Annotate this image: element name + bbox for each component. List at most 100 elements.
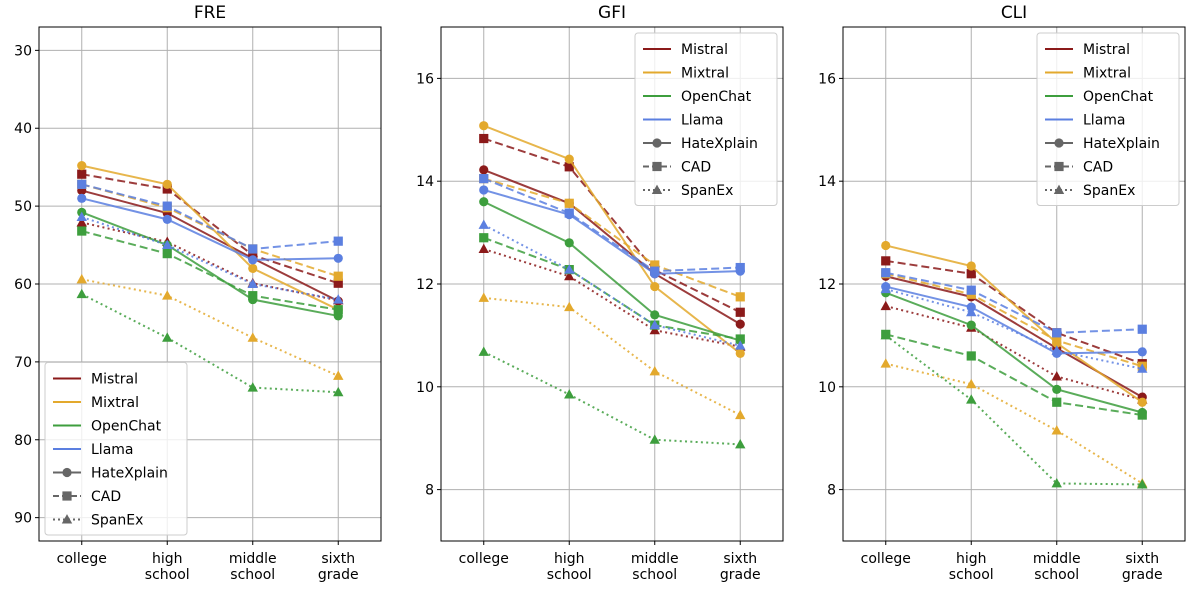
data-point <box>478 243 489 254</box>
data-point <box>564 389 575 399</box>
data-point <box>162 332 173 342</box>
legend-marker <box>61 514 73 524</box>
series-mistral-spanex <box>478 243 746 351</box>
y-tick-label: 14 <box>818 174 836 190</box>
x-tick-label: grade <box>318 567 359 583</box>
data-point <box>1052 335 1062 346</box>
series-line <box>81 230 339 311</box>
data-point <box>478 219 489 229</box>
data-point <box>966 351 976 361</box>
legend: Mistral Mixtral OpenChat Llama HateXplain CAD… <box>1036 32 1180 206</box>
legend-marker <box>652 161 662 172</box>
data-point <box>333 386 344 397</box>
series-llama-hatexplain <box>77 193 343 265</box>
data-point <box>966 269 976 279</box>
series-line <box>81 189 339 303</box>
data-point <box>881 268 891 278</box>
data-point <box>162 249 172 259</box>
data-point <box>735 340 746 350</box>
y-tick-label: 60 <box>14 277 32 293</box>
y-tick-label: 12 <box>416 277 434 293</box>
data-point <box>735 409 746 420</box>
series-line <box>483 124 741 355</box>
x-tick-label: middle <box>631 551 679 567</box>
y-tick-label: 80 <box>14 433 32 449</box>
data-point <box>735 348 745 358</box>
data-point <box>735 438 746 449</box>
data-point <box>76 211 87 222</box>
data-point <box>162 290 173 300</box>
data-point <box>1051 425 1062 435</box>
series-mistral-cad <box>77 169 343 288</box>
data-point <box>247 332 258 342</box>
data-point <box>735 262 745 273</box>
y-tick-label: 16 <box>416 71 434 87</box>
data-point <box>735 319 745 329</box>
data-point <box>479 174 489 184</box>
x-tick-label: school <box>547 567 592 583</box>
data-point <box>248 255 258 265</box>
legend-label: Mixtral <box>1083 66 1131 82</box>
data-point <box>479 185 489 195</box>
legend-box <box>44 362 188 536</box>
series-line <box>885 334 1143 486</box>
data-point <box>479 233 489 243</box>
legend-marker <box>652 138 662 148</box>
data-point <box>966 306 977 317</box>
series-line <box>81 293 339 394</box>
series-line <box>885 291 1143 414</box>
y-tick-label: 10 <box>416 380 434 396</box>
series-mixtral-cad <box>77 179 343 281</box>
legend-label: Llama <box>681 113 724 129</box>
series-line <box>81 183 339 250</box>
legend-label: Mistral <box>1083 42 1130 58</box>
data-point <box>649 319 660 330</box>
series-mistral-spanex <box>76 217 344 305</box>
data-point <box>1052 328 1062 338</box>
legend: Mistral Mixtral OpenChat Llama HateXplain CAD… <box>44 362 188 536</box>
data-point <box>77 193 87 203</box>
data-point <box>333 305 343 315</box>
panel-title: GFI <box>598 3 626 23</box>
legend-label: OpenChat <box>91 419 162 435</box>
y-tick-label: 8 <box>425 483 434 499</box>
data-point <box>966 394 977 404</box>
x-tick-label: middle <box>229 551 277 567</box>
x-tick-label: high <box>554 551 585 567</box>
data-point <box>1051 371 1062 381</box>
x-tick-label: school <box>1034 567 1079 583</box>
series-line <box>483 224 741 347</box>
data-point <box>880 358 891 368</box>
series-mixtral-hatexplain <box>77 161 343 315</box>
y-tick-label: 50 <box>14 199 32 215</box>
series-line <box>885 333 1143 417</box>
legend-label: Mixtral <box>91 395 139 411</box>
data-point <box>650 260 660 270</box>
data-point <box>881 256 891 266</box>
data-point <box>333 370 344 380</box>
legend-box <box>634 32 778 206</box>
data-point <box>248 250 258 260</box>
data-point <box>1052 397 1062 407</box>
data-point <box>966 285 976 295</box>
data-point <box>162 214 172 224</box>
series-line <box>81 211 339 317</box>
y-tick-label: 10 <box>818 380 836 396</box>
data-point <box>478 292 489 302</box>
legend-label: OpenChat <box>1083 89 1154 105</box>
data-point <box>735 334 745 344</box>
data-point <box>248 291 258 301</box>
series-line <box>81 278 339 377</box>
data-point <box>479 197 489 207</box>
series-line <box>483 188 741 275</box>
legend-label: Llama <box>1083 113 1126 129</box>
data-point <box>564 238 574 248</box>
series-line <box>483 168 741 325</box>
panel-title: FRE <box>194 3 226 23</box>
x-tick-label: college <box>459 551 509 567</box>
legend-label: SpanEx <box>1083 183 1135 199</box>
legend-marker <box>1054 161 1064 172</box>
x-tick-label: sixth <box>723 551 757 567</box>
data-point <box>1137 363 1148 373</box>
